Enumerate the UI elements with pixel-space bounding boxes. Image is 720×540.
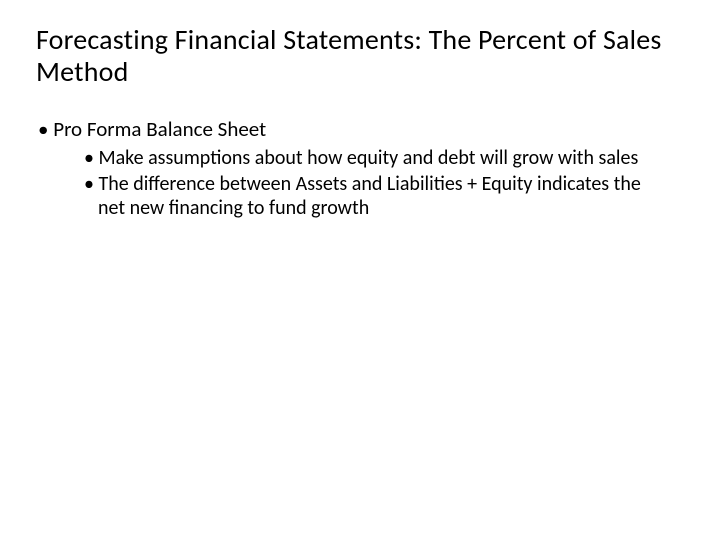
slide-title: Forecasting Financial Statements: The Pe… xyxy=(36,24,684,88)
bullet-level2-item: Make assumptions about how equity and de… xyxy=(50,146,650,170)
bullet-level2-item: The difference between Assets and Liabil… xyxy=(50,172,650,220)
bullet-level1-item: Pro Forma Balance Sheet xyxy=(36,116,684,142)
